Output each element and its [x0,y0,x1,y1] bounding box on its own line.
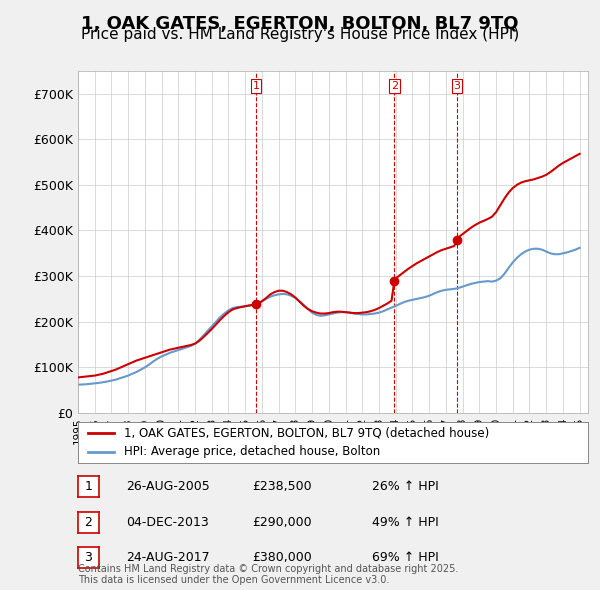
Text: 24-AUG-2017: 24-AUG-2017 [126,551,209,564]
Text: 1: 1 [85,480,92,493]
Text: 04-DEC-2013: 04-DEC-2013 [126,516,209,529]
Text: 69% ↑ HPI: 69% ↑ HPI [372,551,439,564]
Text: Contains HM Land Registry data © Crown copyright and database right 2025.
This d: Contains HM Land Registry data © Crown c… [78,563,458,585]
Text: 1: 1 [253,81,260,91]
Text: £290,000: £290,000 [252,516,311,529]
Text: 26-AUG-2005: 26-AUG-2005 [126,480,210,493]
Text: 2: 2 [391,81,398,91]
Text: Price paid vs. HM Land Registry's House Price Index (HPI): Price paid vs. HM Land Registry's House … [81,27,519,41]
Text: 49% ↑ HPI: 49% ↑ HPI [372,516,439,529]
Text: 3: 3 [85,551,92,564]
Text: £380,000: £380,000 [252,551,312,564]
Text: 1, OAK GATES, EGERTON, BOLTON, BL7 9TQ: 1, OAK GATES, EGERTON, BOLTON, BL7 9TQ [81,15,519,33]
Text: 26% ↑ HPI: 26% ↑ HPI [372,480,439,493]
Text: 1, OAK GATES, EGERTON, BOLTON, BL7 9TQ (detached house): 1, OAK GATES, EGERTON, BOLTON, BL7 9TQ (… [124,427,489,440]
Text: HPI: Average price, detached house, Bolton: HPI: Average price, detached house, Bolt… [124,445,380,458]
Text: £238,500: £238,500 [252,480,311,493]
Text: 2: 2 [85,516,92,529]
Text: 3: 3 [453,81,460,91]
